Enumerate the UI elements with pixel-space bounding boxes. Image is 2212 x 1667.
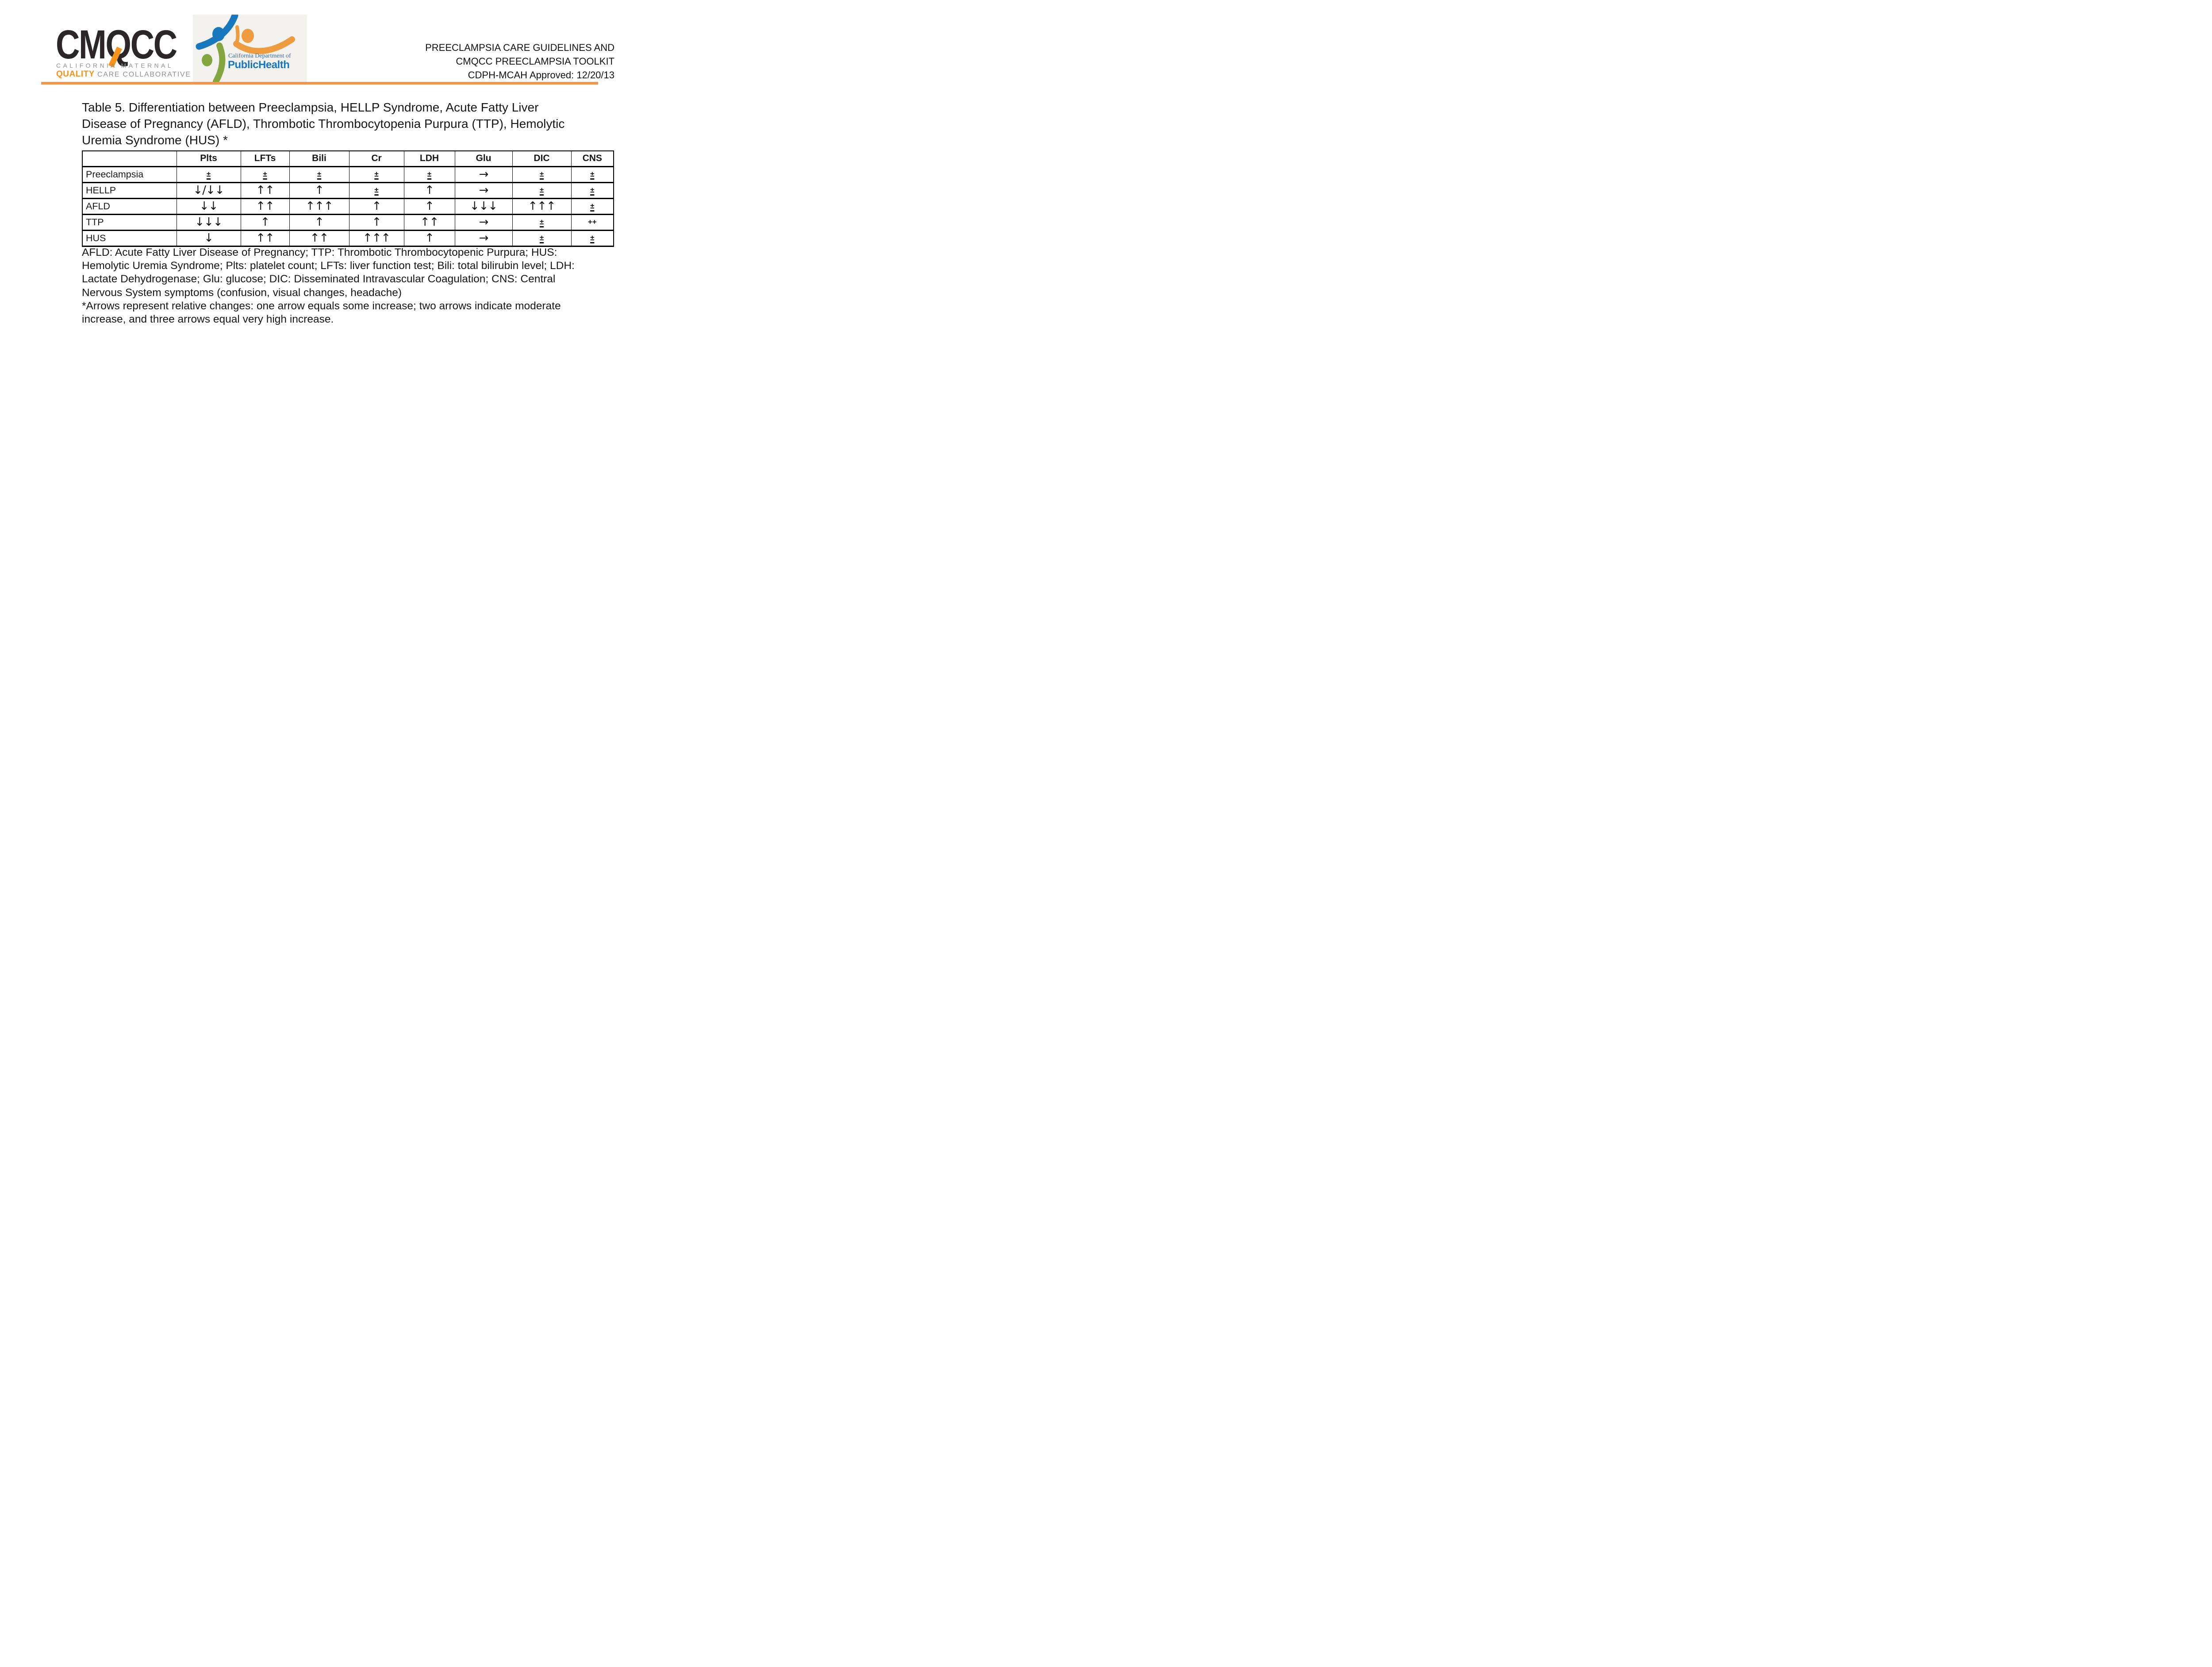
table-row: HELLP ↓/↓↓ ↑↑ ↑ ± ↑ → ± ± (82, 181, 614, 199)
footnote-line: increase, and three arrows equal very hi… (82, 313, 334, 326)
header-title-line: CDPH-MCAH Approved: 12/20/13 (468, 69, 614, 81)
table-value-cell: → (454, 181, 513, 199)
table-title-line: Uremia Syndrome (HUS) * (82, 133, 228, 147)
table-value-cell: ± (512, 213, 572, 231)
differentiation-table: Plts LFTs Bili Cr LDH Glu DIC CNS Preeclampsia ± ±… (82, 150, 614, 247)
header-title-line: PREECLAMPSIA CARE GUIDELINES AND (425, 42, 614, 53)
row-label-cell: AFLD (82, 197, 177, 215)
table-title: Table 5. Differentiation between Preecla… (82, 99, 565, 148)
table-value-cell: → (454, 166, 513, 183)
table-value-cell: ± (349, 166, 404, 183)
row-label-cell: HELLP (82, 181, 177, 199)
table-value-cell: ↑↑ (240, 197, 290, 215)
table-row: AFLD ↓↓ ↑↑ ↑↑↑ ↑ ↑ ↓↓↓ ↑↑↑ ± (82, 197, 614, 215)
table-value-cell: ± (512, 181, 572, 199)
table-value-cell: ± (571, 229, 614, 246)
table-header-cell: CNS (571, 150, 614, 167)
table-title-line: Disease of Pregnancy (AFLD), Thrombotic … (82, 117, 565, 131)
table-value-cell: ± (571, 197, 614, 215)
table-value-cell: ↑ (349, 213, 404, 231)
footnote-line: Lactate Dehydrogenase; Glu: glucose; DIC… (82, 273, 556, 285)
table-header-cell: Glu (454, 150, 513, 167)
cdph-figures-icon (196, 15, 295, 82)
cmqcc-tagline-rest: CARE COLLABORATIVE (94, 71, 191, 78)
table-row: TTP ↓↓↓ ↑ ↑ ↑ ↑↑ → ± ++ (82, 213, 614, 231)
table-value-cell: → (454, 229, 513, 246)
table-value-cell: ± (571, 181, 614, 199)
header-divider-rule (41, 82, 598, 85)
table-header-cell: Cr (349, 150, 404, 167)
cmqcc-tagline-line2: QUALITY CARE COLLABORATIVE (56, 69, 191, 79)
table-value-cell: ↓↓↓ (454, 197, 513, 215)
table-value-cell: ± (512, 229, 572, 246)
table-header-cell: Bili (289, 150, 349, 167)
table-value-cell: ↓ (176, 229, 241, 246)
table-value-cell: ↑↑ (240, 181, 290, 199)
footnote-line: *Arrows represent relative changes: one … (82, 300, 561, 312)
row-label-cell: TTP (82, 213, 177, 231)
table-value-cell: ↑ (403, 197, 455, 215)
table-row: Preeclampsia ± ± ± ± ± → ± ± (82, 166, 614, 183)
table-title-line: Table 5. Differentiation between Preecla… (82, 100, 539, 114)
table-footnotes: AFLD: Acute Fatty Liver Disease of Pregn… (82, 246, 575, 326)
table-value-cell: ↑ (289, 181, 349, 199)
table-value-cell: ± (240, 166, 290, 183)
row-label-cell: HUS (82, 229, 177, 246)
cdph-logo: California Department of PublicHealth (193, 15, 307, 82)
table-value-cell: ↑↑ (240, 229, 290, 246)
document-header-title: PREECLAMPSIA CARE GUIDELINES AND CMQCC P… (425, 41, 614, 82)
table-value-cell: ↑ (240, 213, 290, 231)
cmqcc-tagline-line1: CALIFORNIA MATERNAL (56, 62, 173, 69)
header-title-line: CMQCC PREECLAMPSIA TOOLKIT (456, 56, 614, 67)
table-value-cell: ± (289, 166, 349, 183)
table-header-cell: LFTs (240, 150, 290, 167)
cmqcc-logo: CMQCC CALIFORNIA MATERNAL QUALITY CARE C… (56, 24, 190, 81)
table-container: Plts LFTs Bili Cr LDH Glu DIC CNS Preeclampsia ± ±… (82, 150, 614, 247)
document-page: CMQCC CALIFORNIA MATERNAL QUALITY CARE C… (0, 0, 680, 333)
cdph-publichealth-label: PublicHealth (228, 59, 290, 71)
table-header-cell: Plts (176, 150, 241, 167)
table-value-cell: ↑↑ (403, 213, 455, 231)
table-value-cell: ↓/↓↓ (176, 181, 241, 199)
table-value-cell: ++ (571, 213, 614, 231)
cdph-dept-label: California Department of (228, 53, 291, 59)
table-value-cell: ↑ (403, 229, 455, 246)
table-header-cell: DIC (512, 150, 572, 167)
table-value-cell: ↑↑↑ (349, 229, 404, 246)
table-value-cell: ↑↑ (289, 229, 349, 246)
footnote-line: Hemolytic Uremia Syndrome; Plts: platele… (82, 260, 575, 272)
table-value-cell: → (454, 213, 513, 231)
table-value-cell: ↑ (403, 181, 455, 199)
footnote-line: Nervous System symptoms (confusion, visu… (82, 286, 402, 299)
cmqcc-tagline-quality: QUALITY (56, 69, 95, 79)
table-corner-cell (82, 150, 177, 167)
table-value-cell: ↑↑↑ (289, 197, 349, 215)
row-label-cell: Preeclampsia (82, 166, 177, 183)
table-value-cell: ± (403, 166, 455, 183)
table-value-cell: ± (176, 166, 241, 183)
table-value-cell: ± (512, 166, 572, 183)
table-header-cell: LDH (403, 150, 455, 167)
table-value-cell: ↑↑↑ (512, 197, 572, 215)
table-header-row: Plts LFTs Bili Cr LDH Glu DIC CNS (82, 150, 614, 167)
table-value-cell: ↑ (349, 197, 404, 215)
table-value-cell: ↓↓ (176, 197, 241, 215)
table-value-cell: ↑ (289, 213, 349, 231)
table-value-cell: ± (571, 166, 614, 183)
table-row: HUS ↓ ↑↑ ↑↑ ↑↑↑ ↑ → ± ± (82, 229, 614, 246)
table-value-cell: ↓↓↓ (176, 213, 241, 231)
footnote-line: AFLD: Acute Fatty Liver Disease of Pregn… (82, 246, 557, 258)
table-value-cell: ± (349, 181, 404, 199)
